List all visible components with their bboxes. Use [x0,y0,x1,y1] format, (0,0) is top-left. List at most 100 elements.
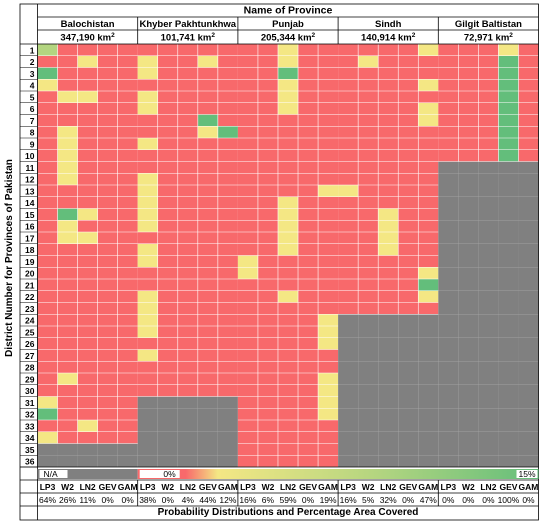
na-cell [398,408,419,420]
heatmap-cell [298,149,319,162]
heatmap-cell [257,279,278,291]
heatmap-cell [298,91,319,103]
heatmap-cell [338,173,359,185]
heatmap-cell [518,126,539,138]
heatmap-cell [37,243,58,256]
distribution-label: LP3 [441,482,457,492]
heatmap-cell [97,220,118,232]
na-cell [338,314,359,326]
heatmap-cell [257,455,278,467]
heatmap-cell [57,420,78,432]
heatmap-cell [237,173,258,185]
district-number: 2 [30,57,35,67]
heatmap-cell [398,126,419,138]
na-cell [57,443,78,456]
heatmap-cell [57,302,78,315]
heatmap-cell [237,149,258,162]
heatmap-cell [277,255,299,268]
heatmap-cell [358,55,379,68]
na-cell [217,443,238,456]
heatmap-cell [217,91,238,103]
heatmap-cell [217,149,238,162]
heatmap-cell [97,55,118,68]
heatmap-cell [277,408,299,420]
province-area: 347,190 km2 [60,32,115,44]
heatmap-cell [257,349,278,362]
heatmap-cell [378,161,399,174]
distribution-label: GAM [418,482,438,492]
heatmap-cell [458,126,479,138]
heatmap-cell [237,279,258,291]
heatmap-cell [418,208,439,221]
heatmap-cell [498,79,519,91]
heatmap-cell [77,337,98,350]
province-name: Balochistan [61,19,115,30]
distribution-label: GEV [199,482,217,492]
heatmap-cell [57,373,78,385]
heatmap-cell [217,208,238,221]
heatmap-cell [57,290,78,303]
heatmap-cell [237,431,258,444]
na-cell [398,384,419,397]
na-cell [498,302,519,315]
heatmap-cell [237,232,258,244]
na-cell [498,384,519,397]
heatmap-cell [37,314,58,326]
heatmap-cell [217,373,238,385]
heatmap-cell [57,243,78,256]
heatmap-cell [257,431,278,444]
heatmap-cell [298,443,319,456]
heatmap-cell [197,149,218,162]
heatmap-cell [277,361,299,373]
heatmap-cell [318,349,339,362]
na-cell [57,455,78,467]
heatmap-cell [77,102,98,115]
na-cell [338,443,359,456]
na-cell [157,431,178,444]
heatmap-cell [137,290,158,303]
na-cell [518,396,539,409]
heatmap-cell [37,126,58,138]
heatmap-cell [117,220,138,232]
area-percent: 0% [402,495,415,505]
province-name: Khyber Pakhtunkhwa [139,19,236,30]
heatmap-cell [237,349,258,362]
district-number: 24 [25,316,35,326]
na-cell [378,431,399,444]
heatmap-cell [318,67,339,80]
heatmap-cell [237,208,258,221]
heatmap-cell [217,44,238,56]
na-cell [518,302,539,315]
heatmap-cell [358,67,379,80]
heatmap-cell [157,44,178,56]
heatmap-cell [478,102,499,115]
district-number: 8 [30,128,35,138]
heatmap-cell [237,114,258,127]
district-number: 4 [30,81,35,91]
na-cell [338,384,359,397]
na-cell [518,267,539,279]
na-cell [518,443,539,456]
heatmap-cell [438,138,459,150]
na-cell [217,408,238,420]
heatmap-cell [237,91,258,103]
heatmap-cell [117,431,138,444]
heatmap-cell [458,44,479,56]
na-cell [438,302,459,315]
heatmap-cell [418,185,439,197]
na-cell [378,314,399,326]
heatmap-cell [117,420,138,432]
heatmap-cell [177,279,198,291]
heatmap-cell [57,267,78,279]
heatmap-cell [298,102,319,115]
heatmap-cell [277,149,299,162]
heatmap-cell [298,420,319,432]
district-number: 1 [30,45,35,55]
heatmap-cell [277,91,299,103]
heatmap-cell [117,302,138,315]
area-percent: 0% [122,495,135,505]
heatmap-cell [117,126,138,138]
district-number: 19 [25,257,35,267]
heatmap-cell [57,91,78,103]
na-cell [458,314,479,326]
